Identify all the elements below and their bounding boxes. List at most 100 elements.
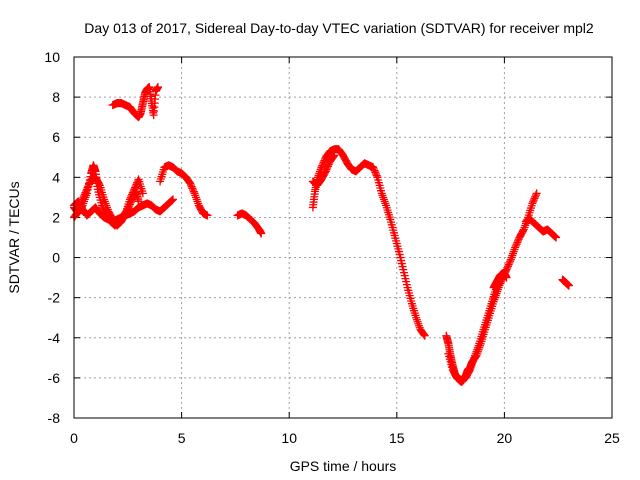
data-point <box>377 189 386 198</box>
data-point <box>83 183 92 192</box>
data-point <box>186 179 195 188</box>
data-point <box>511 243 520 252</box>
y-tick-label: 8 <box>52 89 60 105</box>
data-point <box>187 182 196 191</box>
data-point <box>330 151 339 160</box>
data-points <box>70 83 573 386</box>
x-tick-label: 25 <box>604 430 620 446</box>
data-point <box>412 315 421 324</box>
series-arc-8 <box>521 215 561 242</box>
data-point <box>192 195 201 204</box>
y-axis-label: SDTVAR / TECUs <box>6 181 22 293</box>
data-point <box>130 183 139 192</box>
data-point <box>510 245 519 254</box>
data-point <box>381 199 390 208</box>
data-point <box>79 193 88 202</box>
series-arc-4 <box>233 209 266 238</box>
data-point <box>520 223 529 232</box>
data-point <box>168 195 177 204</box>
data-point <box>413 317 422 326</box>
data-point <box>505 258 514 267</box>
data-point <box>82 187 91 196</box>
x-tick-label: 10 <box>281 430 297 446</box>
data-point <box>168 196 177 205</box>
data-point <box>321 167 330 176</box>
data-point <box>379 195 388 204</box>
data-point <box>78 195 87 204</box>
data-point <box>328 153 337 162</box>
data-point <box>322 165 331 174</box>
data-point <box>552 233 561 242</box>
data-point <box>82 185 91 194</box>
data-point <box>370 166 379 175</box>
data-point <box>419 329 428 338</box>
x-tick-label: 0 <box>70 430 78 446</box>
data-point <box>372 171 381 180</box>
data-point <box>473 343 482 352</box>
data-point <box>521 221 530 230</box>
data-point <box>467 361 476 370</box>
data-point <box>125 195 134 204</box>
data-point <box>188 184 197 193</box>
data-point <box>128 188 137 197</box>
data-point <box>315 169 324 178</box>
data-point <box>191 191 200 200</box>
chart-title: Day 013 of 2017, Sidereal Day-to-day VTE… <box>84 20 594 36</box>
data-point <box>507 253 516 262</box>
data-point <box>415 321 424 330</box>
data-point <box>420 330 429 339</box>
data-point <box>550 232 559 241</box>
axes: 0 5 10 15 20 25 -8 -6 -4 -2 0 2 4 6 8 10 <box>44 49 620 446</box>
data-point <box>465 365 474 374</box>
data-point <box>420 331 429 340</box>
y-tick-label: 10 <box>44 49 60 65</box>
y-tick-label: -6 <box>48 370 61 386</box>
series-arc-5 <box>308 145 429 340</box>
data-point <box>257 229 266 238</box>
data-point <box>414 319 423 328</box>
data-point <box>128 190 137 199</box>
data-point <box>468 357 477 366</box>
data-point <box>412 313 421 322</box>
data-point <box>379 193 388 202</box>
data-point <box>102 203 111 212</box>
y-tick-label: -8 <box>48 410 61 426</box>
data-point <box>369 163 378 172</box>
data-point <box>80 192 89 201</box>
series-arc-7 <box>489 269 511 292</box>
data-point <box>532 189 541 198</box>
y-tick-label: 2 <box>52 209 60 225</box>
plot-frame <box>73 56 613 419</box>
data-point <box>531 192 540 201</box>
data-point <box>138 189 147 198</box>
data-point <box>127 192 136 201</box>
data-point <box>190 189 199 198</box>
data-point <box>551 232 560 241</box>
y-tick-label: 6 <box>52 129 60 145</box>
data-point <box>100 195 109 204</box>
data-point <box>126 193 135 202</box>
data-point <box>506 257 515 266</box>
data-point <box>529 196 538 205</box>
y-tick-label: 0 <box>52 250 60 266</box>
data-point <box>85 180 94 189</box>
data-point <box>528 199 537 208</box>
data-point <box>186 181 195 190</box>
series-arc-3 <box>156 161 212 220</box>
data-point <box>506 255 515 264</box>
data-point <box>318 161 327 170</box>
grid <box>74 57 612 418</box>
series-arc-6b <box>444 269 509 384</box>
data-point <box>509 247 518 256</box>
data-point <box>189 186 198 195</box>
data-point <box>470 353 479 362</box>
data-point <box>371 169 380 178</box>
data-point <box>369 164 378 173</box>
x-tick-label: 15 <box>389 430 405 446</box>
data-point <box>529 197 538 206</box>
data-point <box>323 163 332 172</box>
data-point <box>80 190 89 199</box>
data-point <box>511 241 520 250</box>
data-point <box>95 180 104 189</box>
data-point <box>378 191 387 200</box>
